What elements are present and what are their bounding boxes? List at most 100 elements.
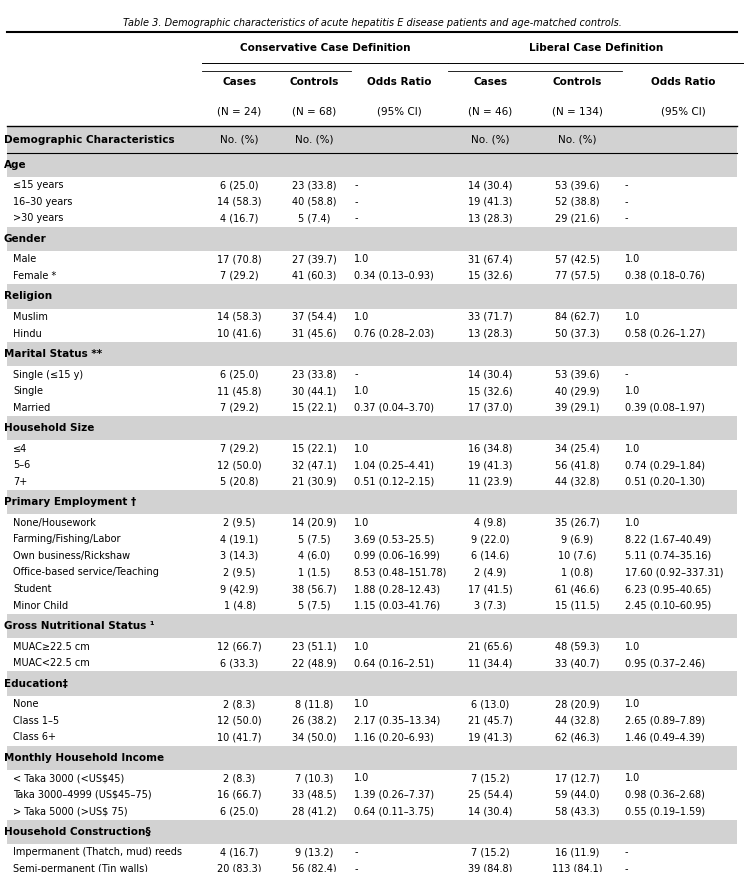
Text: 61 (46.6): 61 (46.6): [555, 584, 600, 594]
Text: 15 (22.1): 15 (22.1): [292, 444, 336, 453]
Bar: [7, 729, 737, 746]
Text: 113 (84.1): 113 (84.1): [552, 864, 603, 872]
Text: (N = 68): (N = 68): [292, 106, 336, 117]
Text: 16 (34.8): 16 (34.8): [468, 444, 513, 453]
Text: 8.53 (0.48–151.78): 8.53 (0.48–151.78): [354, 568, 446, 577]
Text: Single (≤15 y): Single (≤15 y): [13, 370, 83, 379]
Text: Monthly Household Income: Monthly Household Income: [4, 753, 164, 763]
Text: 6 (25.0): 6 (25.0): [220, 181, 259, 190]
Text: 1.0: 1.0: [625, 699, 640, 709]
Text: 0.76 (0.28–2.03): 0.76 (0.28–2.03): [354, 329, 434, 338]
Text: 4 (9.8): 4 (9.8): [474, 518, 507, 528]
Text: -: -: [625, 864, 629, 872]
Text: Married: Married: [13, 403, 51, 412]
Text: 59 (44.0): 59 (44.0): [555, 790, 600, 800]
Text: 1.0: 1.0: [354, 773, 369, 783]
Text: ≤4: ≤4: [13, 444, 28, 453]
Text: 2 (9.5): 2 (9.5): [223, 518, 256, 528]
Text: 5 (7.5): 5 (7.5): [298, 535, 330, 544]
Text: Cases: Cases: [222, 77, 257, 87]
Bar: [7, 548, 737, 564]
Bar: [7, 564, 737, 581]
Bar: [7, 581, 737, 597]
Text: 11 (45.8): 11 (45.8): [217, 386, 262, 396]
Bar: [7, 126, 737, 153]
Text: 44 (32.8): 44 (32.8): [555, 477, 600, 487]
Text: Odds Ratio: Odds Ratio: [651, 77, 715, 87]
Text: 11 (23.9): 11 (23.9): [468, 477, 513, 487]
Text: 2 (8.3): 2 (8.3): [223, 773, 256, 783]
Text: 15 (32.6): 15 (32.6): [468, 386, 513, 396]
Text: 33 (71.7): 33 (71.7): [468, 312, 513, 322]
Text: 56 (82.4): 56 (82.4): [292, 864, 336, 872]
Text: 9 (13.2): 9 (13.2): [295, 848, 333, 857]
Text: 0.74 (0.29–1.84): 0.74 (0.29–1.84): [625, 460, 705, 470]
Text: 30 (44.1): 30 (44.1): [292, 386, 336, 396]
Text: Demographic Characteristics: Demographic Characteristics: [4, 134, 174, 145]
Text: 33 (40.7): 33 (40.7): [555, 658, 600, 668]
Text: 1.0: 1.0: [625, 386, 640, 396]
Text: Table 3. Demographic characteristics of acute hepatitis E disease patients and a: Table 3. Demographic characteristics of …: [123, 17, 621, 28]
Text: 31 (67.4): 31 (67.4): [468, 255, 513, 264]
Text: 53 (39.6): 53 (39.6): [555, 370, 600, 379]
Bar: [7, 97, 737, 126]
Bar: [7, 746, 737, 770]
Text: None/Housework: None/Housework: [13, 518, 96, 528]
Text: 10 (7.6): 10 (7.6): [558, 551, 597, 561]
Bar: [7, 655, 737, 671]
Text: MUAC≥22.5 cm: MUAC≥22.5 cm: [13, 642, 90, 651]
Text: 1.0: 1.0: [354, 518, 369, 528]
Text: 8 (11.8): 8 (11.8): [295, 699, 333, 709]
Text: 40 (29.9): 40 (29.9): [555, 386, 600, 396]
Text: 1.0: 1.0: [354, 699, 369, 709]
Text: Muslim: Muslim: [13, 312, 48, 322]
Text: -: -: [625, 214, 629, 223]
Text: Class 6+: Class 6+: [13, 732, 57, 742]
Text: 14 (58.3): 14 (58.3): [217, 312, 262, 322]
Text: 23 (33.8): 23 (33.8): [292, 181, 336, 190]
Bar: [7, 638, 737, 655]
Text: 23 (51.1): 23 (51.1): [292, 642, 336, 651]
Text: 16–30 years: 16–30 years: [13, 197, 73, 207]
Text: 0.95 (0.37–2.46): 0.95 (0.37–2.46): [625, 658, 705, 668]
Text: Liberal Case Definition: Liberal Case Definition: [529, 43, 663, 53]
Text: Single: Single: [13, 386, 43, 396]
Text: 21 (65.6): 21 (65.6): [468, 642, 513, 651]
Text: 29 (21.6): 29 (21.6): [555, 214, 600, 223]
Text: 5 (7.5): 5 (7.5): [298, 601, 330, 610]
Text: 1.04 (0.25–4.41): 1.04 (0.25–4.41): [354, 460, 434, 470]
Text: 1 (1.5): 1 (1.5): [298, 568, 330, 577]
Bar: [7, 861, 737, 872]
Text: 0.58 (0.26–1.27): 0.58 (0.26–1.27): [625, 329, 705, 338]
Text: 20 (83.3): 20 (83.3): [217, 864, 262, 872]
Text: 34 (25.4): 34 (25.4): [555, 444, 600, 453]
Text: 39 (29.1): 39 (29.1): [555, 403, 600, 412]
Text: 15 (22.1): 15 (22.1): [292, 403, 336, 412]
Bar: [7, 309, 737, 325]
Text: -: -: [354, 370, 358, 379]
Bar: [7, 194, 737, 210]
Bar: [7, 32, 737, 67]
Text: Impermanent (Thatch, mud) reeds: Impermanent (Thatch, mud) reeds: [13, 848, 182, 857]
Text: 13 (28.3): 13 (28.3): [468, 214, 513, 223]
Text: 4 (19.1): 4 (19.1): [220, 535, 259, 544]
Text: 53 (39.6): 53 (39.6): [555, 181, 600, 190]
Bar: [7, 251, 737, 268]
Text: 19 (41.3): 19 (41.3): [468, 197, 513, 207]
Bar: [7, 440, 737, 457]
Text: 19 (41.3): 19 (41.3): [468, 460, 513, 470]
Text: 38 (56.7): 38 (56.7): [292, 584, 336, 594]
Text: 0.99 (0.06–16.99): 0.99 (0.06–16.99): [354, 551, 440, 561]
Bar: [7, 531, 737, 548]
Text: 6.23 (0.95–40.65): 6.23 (0.95–40.65): [625, 584, 711, 594]
Text: Education‡: Education‡: [4, 678, 68, 689]
Text: 15 (11.5): 15 (11.5): [555, 601, 600, 610]
Text: 2 (8.3): 2 (8.3): [223, 699, 256, 709]
Text: 6 (14.6): 6 (14.6): [471, 551, 510, 561]
Text: 6 (13.0): 6 (13.0): [471, 699, 510, 709]
Text: 17 (37.0): 17 (37.0): [468, 403, 513, 412]
Text: 2 (4.9): 2 (4.9): [474, 568, 507, 577]
Text: Odds Ratio: Odds Ratio: [368, 77, 432, 87]
Text: (N = 46): (N = 46): [468, 106, 513, 117]
Text: 5.11 (0.74–35.16): 5.11 (0.74–35.16): [625, 551, 711, 561]
